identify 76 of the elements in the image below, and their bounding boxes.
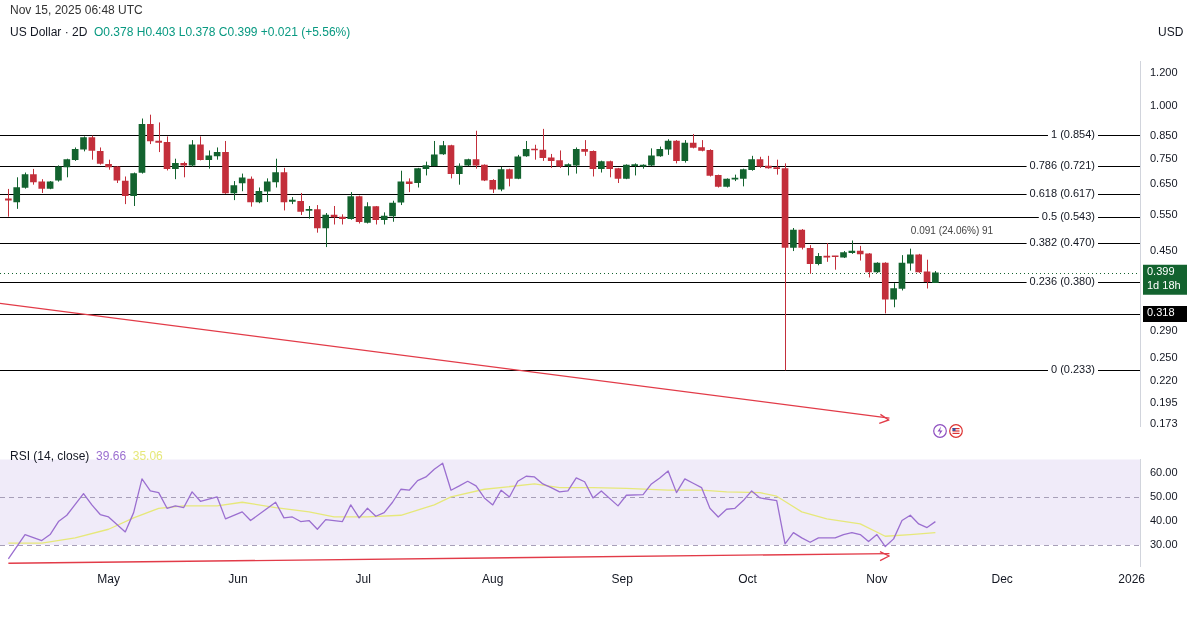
y-tick-label: 40.00 xyxy=(1150,513,1178,526)
candlestick xyxy=(907,248,914,272)
ref-line-label: 0.236 (0.380) xyxy=(1029,274,1095,287)
x-tick-label: Jun xyxy=(228,572,248,587)
ref-line-label: 0.318 xyxy=(1147,306,1175,318)
ref-line-label: 0 (0.233) xyxy=(1050,363,1095,376)
ref-line-label: 0.5 (0.543) xyxy=(1041,210,1095,223)
x-tick-label: Oct xyxy=(738,572,758,587)
candlestick xyxy=(172,158,179,180)
candlestick xyxy=(831,255,839,271)
y-axis-title: USD xyxy=(1158,25,1184,39)
candlestick xyxy=(372,205,380,225)
chart-title: US Dollar · 2D xyxy=(10,25,88,39)
annotation: 35.06 xyxy=(131,449,163,463)
candlestick xyxy=(272,158,279,188)
annotation: 0.091 (24.06%) 91 xyxy=(910,225,994,236)
x-tick-label: Dec xyxy=(991,572,1013,587)
candlestick xyxy=(188,139,196,168)
chart-subtitle: O0.378 H0.403 L0.378 C0.399 +0.021 (+5.56%) xyxy=(93,25,351,39)
candlestick xyxy=(790,227,797,252)
candlestick xyxy=(589,149,597,177)
x-tick-label: Jul xyxy=(355,572,371,587)
text: Nov 15, 2025 06:48 UTC xyxy=(10,3,144,17)
ref-line-label: 1 (0.854) xyxy=(1050,127,1095,140)
ref-line-label: 0.786 (0.721) xyxy=(1029,158,1095,171)
candlestick xyxy=(297,192,304,216)
candlestick xyxy=(673,139,680,164)
candlestick xyxy=(389,200,396,223)
y-tick-label: 0.850 xyxy=(1150,128,1178,141)
candlestick xyxy=(13,176,21,210)
y-tick-label: 0.195 xyxy=(1150,395,1178,408)
y-tick-label: 1.000 xyxy=(1150,99,1178,112)
ref-line-label: 0.618 (0.617) xyxy=(1029,186,1095,199)
candlestick xyxy=(155,121,163,153)
ref-line-label: 0.382 (0.470) xyxy=(1029,236,1095,249)
x-tick-label: May xyxy=(97,572,120,587)
candlestick xyxy=(798,228,806,250)
candlestick xyxy=(147,114,154,145)
y-tick-label: 60.00 xyxy=(1150,465,1178,478)
y-tick-label: 0.750 xyxy=(1150,151,1178,164)
candlestick xyxy=(823,242,831,263)
x-tick-label: 2026 xyxy=(1118,572,1146,587)
candlestick xyxy=(890,282,897,308)
y-tick-label: 0.450 xyxy=(1150,244,1178,257)
candlestick xyxy=(514,154,522,180)
candlestick xyxy=(572,146,580,175)
y-tick-label: 0.173 xyxy=(1150,417,1178,430)
annotation: 39.66 xyxy=(95,449,127,463)
candlestick xyxy=(347,191,355,221)
x-tick-label: Aug xyxy=(482,572,504,587)
y-tick-label: 0.250 xyxy=(1150,350,1178,363)
x-tick-label: Nov xyxy=(866,572,888,587)
y-tick-label: 0.650 xyxy=(1150,177,1178,190)
candlestick xyxy=(322,212,330,248)
candlestick xyxy=(130,172,137,207)
candlestick xyxy=(806,244,814,275)
y-tick-label: 0.290 xyxy=(1150,323,1178,336)
y-tick-label: 50.00 xyxy=(1150,489,1178,502)
y-tick-label: 1.200 xyxy=(1150,66,1178,79)
candlestick xyxy=(397,170,405,206)
y-tick-label: 30.00 xyxy=(1150,537,1178,550)
candlestick xyxy=(263,177,271,203)
chart-title: RSI (14, close) xyxy=(10,449,90,463)
candlestick xyxy=(121,176,129,205)
ref-line-label: 0.399 1d 18h xyxy=(1147,264,1181,291)
candlestick xyxy=(430,140,438,167)
y-tick-label: 0.220 xyxy=(1150,373,1178,386)
candlestick xyxy=(456,162,463,186)
candlestick xyxy=(88,135,96,161)
candlestick xyxy=(247,176,254,208)
candlestick xyxy=(314,204,321,234)
candlestick xyxy=(205,149,213,170)
candlestick xyxy=(865,252,872,278)
y-tick-label: 0.550 xyxy=(1150,207,1178,220)
candlestick xyxy=(497,166,505,192)
x-tick-label: Sep xyxy=(611,572,634,587)
